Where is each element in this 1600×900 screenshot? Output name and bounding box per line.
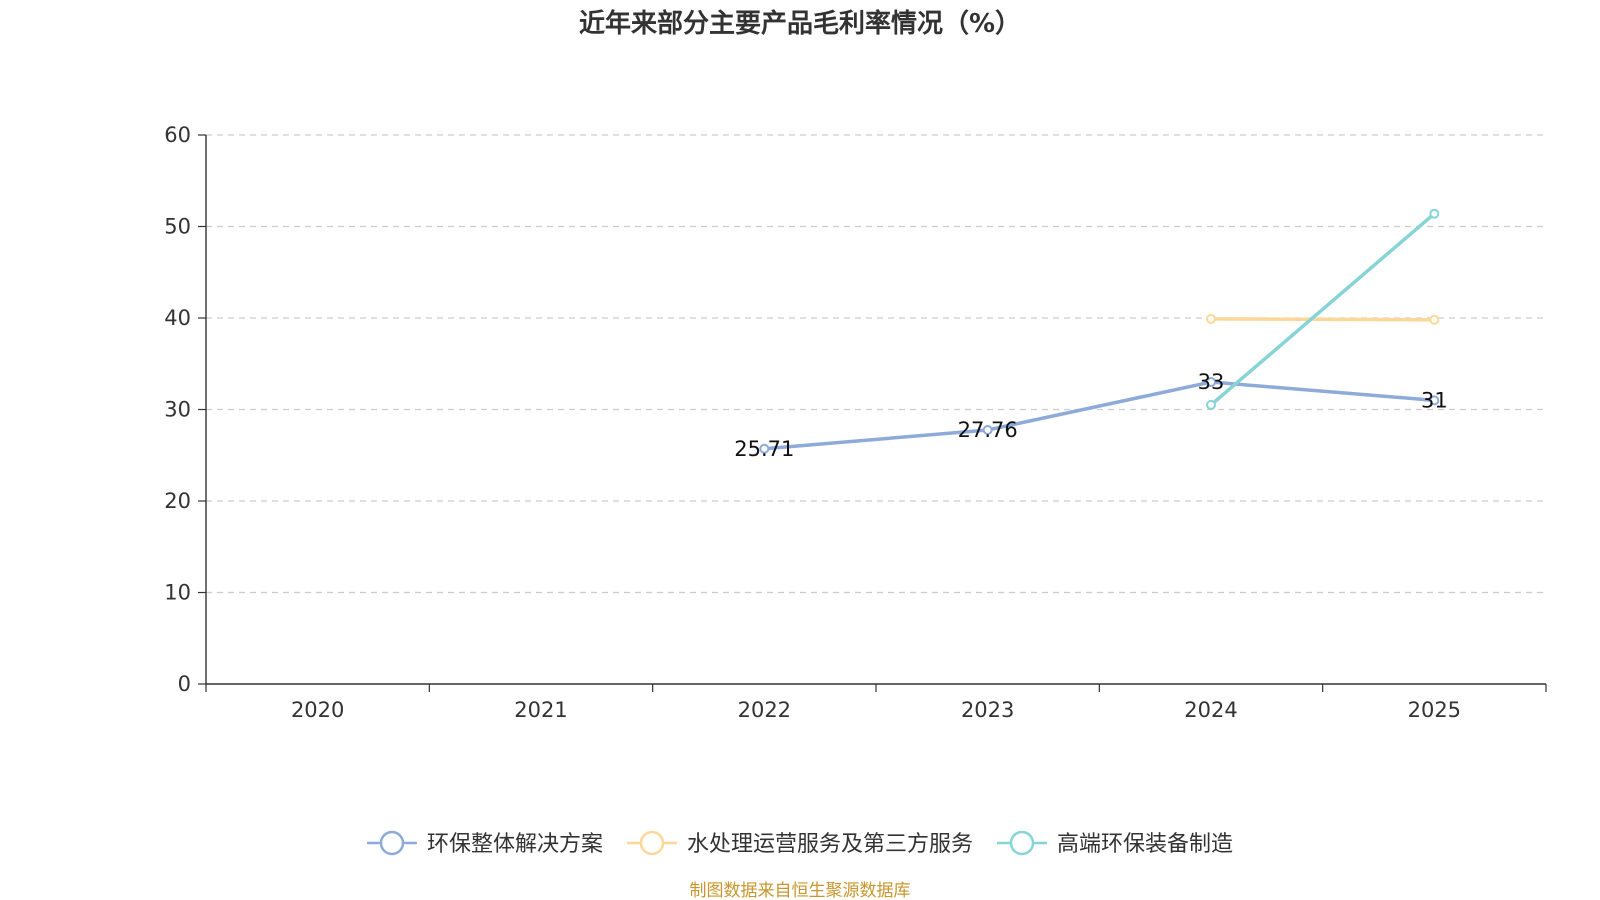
legend-marker-1 [639, 830, 665, 856]
series-line-0 [764, 380, 1435, 451]
chart-title: 近年来部分主要产品毛利率情况（%） [579, 8, 1021, 39]
x-tick-label-2023: 2023 [961, 698, 1014, 722]
data-point-2-2025 [1429, 208, 1440, 219]
data-label-0-2022: 25.71 [734, 437, 794, 461]
series-layer [759, 208, 1440, 454]
data-point-2-2024 [1206, 399, 1216, 410]
legend-item-2[interactable]: 高端环保装备制造 [997, 830, 1233, 857]
y-tick-label-60: 60 [164, 123, 191, 147]
data-labels: 25.71 27.76 33 31 [734, 370, 1447, 461]
y-tick-label-20: 20 [164, 489, 191, 513]
data-point-0-2023 [982, 424, 993, 435]
x-tick-label-2020: 2020 [291, 698, 344, 722]
legend[interactable]: 环保整体解决方案 水处理运营服务及第三方服务 高端环保装备制造 [366, 830, 1233, 857]
y-tick-label-50: 50 [164, 215, 191, 239]
x-tick-label-2022: 2022 [738, 698, 791, 722]
data-point-1-2025 [1429, 314, 1440, 325]
legend-item-0[interactable]: 环保整体解决方案 [366, 830, 603, 857]
data-point-0-2025 [1429, 395, 1440, 406]
data-label-0-2025: 31 [1421, 388, 1448, 412]
legend-marker-0 [379, 830, 405, 856]
x-axis-ticks: 2020 2021 2022 2023 2024 2025 [205, 684, 1547, 722]
series-line-2 [1209, 212, 1436, 407]
y-tick-label-10: 10 [164, 581, 191, 605]
legend-item-1[interactable]: 水处理运营服务及第三方服务 [626, 830, 973, 857]
legend-marker-2 [1009, 830, 1035, 856]
source-note: 制图数据来自恒生聚源数据库 [690, 881, 911, 900]
legend-label-2: 高端环保装备制造 [1057, 832, 1233, 857]
y-axis-ticks: 0 10 20 30 40 50 60 [164, 123, 206, 696]
x-tick-label-2025: 2025 [1408, 698, 1461, 722]
data-point-0-2022 [759, 443, 770, 454]
data-point-0-2024 [1206, 377, 1216, 388]
x-tick-label-2024: 2024 [1184, 698, 1237, 722]
legend-label-0: 环保整体解决方案 [427, 832, 603, 857]
data-label-0-2024: 33 [1198, 370, 1225, 394]
y-tick-label-30: 30 [164, 398, 191, 422]
y-tick-label-0: 0 [178, 672, 191, 696]
y-tick-label-40: 40 [164, 306, 191, 330]
series-line-1 [1210, 317, 1435, 322]
data-label-0-2023: 27.76 [958, 418, 1018, 442]
grid-lines [206, 134, 1546, 594]
legend-label-1: 水处理运营服务及第三方服务 [687, 832, 973, 857]
data-point-1-2024 [1206, 313, 1216, 324]
x-tick-label-2021: 2021 [514, 698, 567, 722]
